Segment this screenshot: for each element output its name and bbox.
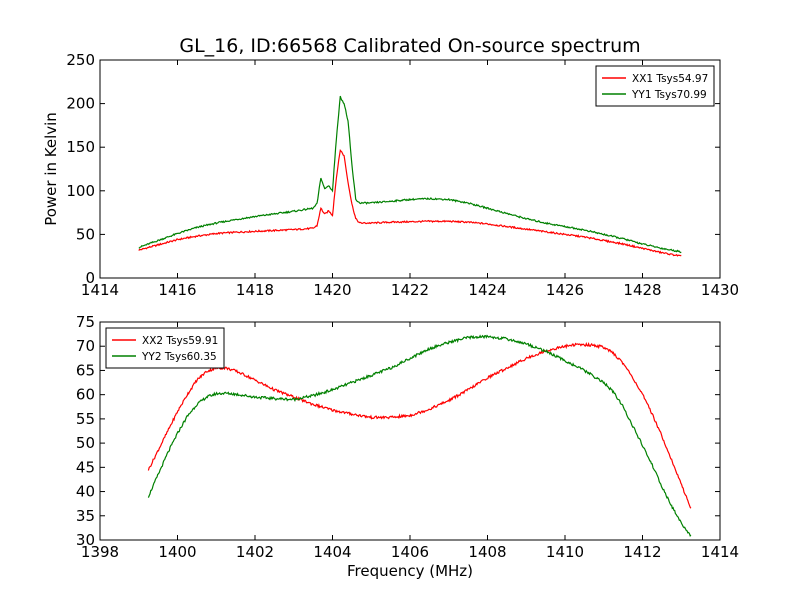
x-tick-label-0-5: 1424 bbox=[468, 281, 506, 299]
y-tick-label-1-6: 60 bbox=[76, 386, 95, 404]
y-tick-label-1-3: 45 bbox=[76, 458, 95, 476]
y-tick-label-1-2: 40 bbox=[76, 483, 95, 501]
legend-label-1-1: YY2 Tsys60.35 bbox=[141, 351, 217, 363]
x-tick-label-1-3: 1404 bbox=[313, 543, 351, 561]
x-tick-label-0-6: 1426 bbox=[546, 281, 584, 299]
x-tick-label-0-7: 1428 bbox=[623, 281, 661, 299]
x-tick-label-1-6: 1410 bbox=[546, 543, 584, 561]
legend-label-0-0: XX1 Tsys54.97 bbox=[632, 73, 708, 85]
x-tick-label-0-3: 1420 bbox=[313, 281, 351, 299]
y-axis-label: Power in Kelvin bbox=[42, 112, 60, 226]
y-tick-label-0-3: 150 bbox=[66, 138, 95, 156]
x-tick-label-1-1: 1400 bbox=[158, 543, 196, 561]
series-line-1-1 bbox=[147, 334, 692, 537]
legend-label-1-0: XX2 Tsys59.91 bbox=[142, 335, 218, 347]
x-tick-label-1-8: 1414 bbox=[701, 543, 739, 561]
x-axis-label: Frequency (MHz) bbox=[347, 562, 473, 580]
series-line-0-1 bbox=[138, 95, 682, 254]
y-tick-label-0-5: 250 bbox=[66, 51, 95, 69]
y-tick-label-1-4: 50 bbox=[76, 434, 95, 452]
bottom-plot-panel: 1398 1400 1402 1404 1406 1408 1410 1412 1414 30 35… bbox=[76, 313, 739, 561]
y-tick-label-1-7: 65 bbox=[76, 361, 95, 379]
y-tick-label-1-1: 35 bbox=[76, 507, 95, 525]
y-tick-label-1-9: 75 bbox=[76, 313, 95, 331]
top-plot-panel: 1414 1416 1418 1420 1422 1424 1426 1428 1430 0 50 1… bbox=[66, 51, 739, 299]
y-tick-label-0-0: 0 bbox=[85, 269, 95, 287]
x-tick-label-0-0: 1414 bbox=[81, 281, 119, 299]
y-tick-label-1-5: 55 bbox=[76, 410, 95, 428]
x-tick-label-0-1: 1416 bbox=[158, 281, 196, 299]
x-tick-label-1-0: 1398 bbox=[81, 543, 119, 561]
x-tick-label-0-2: 1418 bbox=[236, 281, 274, 299]
x-tick-label-1-5: 1408 bbox=[468, 543, 506, 561]
y-tick-label-1-0: 30 bbox=[76, 531, 95, 549]
legend-box-0 bbox=[595, 65, 715, 107]
x-tick-label-1-2: 1402 bbox=[236, 543, 274, 561]
series-line-0-0 bbox=[138, 148, 682, 257]
y-tick-label-1-8: 70 bbox=[76, 337, 95, 355]
x-tick-label-0-4: 1422 bbox=[391, 281, 429, 299]
chart-title: GL_16, ID:66568 Calibrated On-source spe… bbox=[179, 35, 640, 57]
series-line-1-0 bbox=[147, 341, 692, 509]
y-tick-label-0-1: 50 bbox=[76, 225, 95, 243]
y-tick-label-0-2: 100 bbox=[66, 182, 95, 200]
legend-label-0-1: YY1 Tsys70.99 bbox=[631, 89, 707, 101]
x-tick-label-0-8: 1430 bbox=[701, 281, 739, 299]
legend-box-1 bbox=[105, 327, 225, 369]
y-tick-label-0-4: 200 bbox=[66, 95, 95, 113]
x-tick-label-1-4: 1406 bbox=[391, 543, 429, 561]
x-tick-label-1-7: 1412 bbox=[623, 543, 661, 561]
